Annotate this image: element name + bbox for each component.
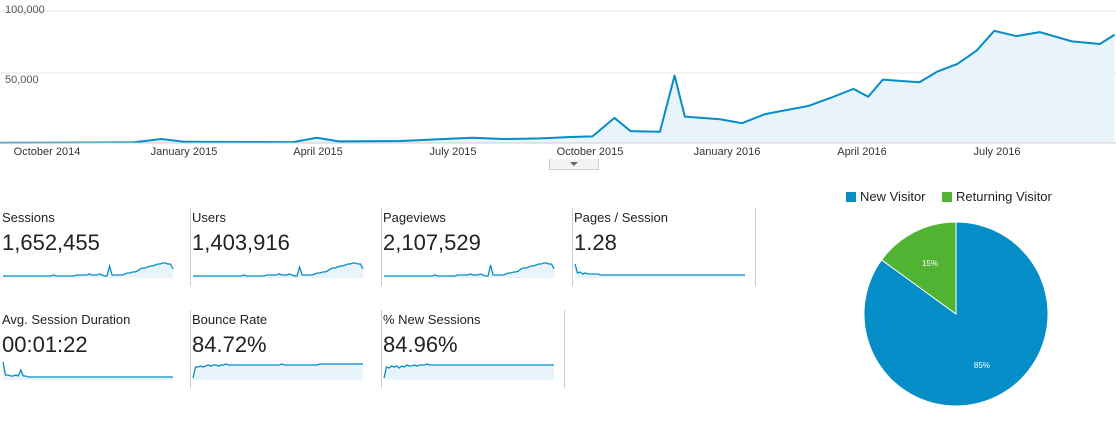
metric-value: 2,107,529 (383, 230, 481, 255)
metric-avg-session-duration[interactable]: Avg. Session Duration 00:01:22 (0, 310, 180, 394)
legend-label: New Visitor (860, 189, 926, 204)
divider (564, 310, 565, 388)
legend-returning-visitor[interactable]: Returning Visitor (942, 189, 1052, 204)
visitor-type-pie-chart: 85% 15% (863, 221, 1049, 407)
sessions-area-fill (0, 30, 1115, 143)
metric-value: 84.96% (383, 332, 458, 357)
sparkline-fill (3, 362, 173, 380)
sparkline-fill (384, 364, 554, 380)
metric-label: Pages / Session (574, 210, 668, 225)
sparkline-fill (193, 364, 363, 380)
x-axis-label: April 2016 (837, 146, 887, 158)
metric-sessions[interactable]: Sessions 1,652,455 (0, 208, 180, 292)
sparkline (193, 262, 364, 278)
metric-pages-per-session[interactable]: Pages / Session 1.28 (572, 208, 756, 292)
sessions-overview-chart (0, 10, 1116, 144)
sparkline (3, 262, 174, 278)
sparkline (574, 263, 745, 278)
divider (381, 310, 382, 388)
sparkline (384, 262, 555, 278)
sparkline-line (2, 361, 173, 378)
metric-label: Users (192, 210, 226, 225)
divider (572, 208, 573, 286)
x-axis-label: October 2014 (13, 146, 81, 158)
metric-label: % New Sessions (383, 312, 481, 327)
x-axis-label: July 2015 (429, 146, 477, 158)
metric-label: Bounce Rate (192, 312, 268, 327)
metric-value: 84.72% (192, 332, 267, 357)
sparkline (383, 363, 554, 380)
x-axis-label: July 2016 (973, 146, 1021, 158)
divider (381, 208, 382, 286)
sparkline-line (3, 262, 174, 277)
sparkline-line (193, 262, 364, 277)
metric-users[interactable]: Users 1,403,916 (190, 208, 370, 292)
pie-slice-label: 85% (974, 361, 990, 370)
metric-value: 1,403,916 (192, 230, 290, 255)
x-axis-label: April 2015 (293, 146, 343, 158)
metric-value: 00:01:22 (2, 332, 88, 357)
expand-chart-toggle[interactable] (549, 159, 599, 170)
metric-new-sessions[interactable]: % New Sessions 84.96% (381, 310, 565, 394)
legend-swatch-returning (942, 192, 952, 202)
legend-swatch-new (846, 192, 856, 202)
x-axis-label: October 2015 (556, 146, 624, 158)
sparkline-line (384, 262, 555, 277)
x-axis-label: January 2016 (693, 146, 761, 158)
sparkline-fill (575, 264, 745, 278)
metric-label: Sessions (2, 210, 55, 225)
x-axis-label: January 2015 (150, 146, 218, 158)
metric-value: 1.28 (574, 230, 617, 255)
metric-pageviews[interactable]: Pageviews 2,107,529 (381, 208, 561, 292)
sparkline (2, 361, 173, 380)
metric-label: Avg. Session Duration (2, 312, 131, 327)
metric-value: 1,652,455 (2, 230, 100, 255)
y-axis-label-100k: 100,000 (5, 4, 45, 16)
pie-slice-returning-visitor[interactable] (880, 221, 957, 315)
pie-slice-label: 15% (922, 259, 938, 268)
divider (755, 208, 756, 286)
sparkline-fill (384, 263, 554, 278)
divider (190, 310, 191, 388)
sparkline-line (574, 263, 745, 276)
sparkline-fill (193, 263, 363, 278)
metric-label: Pageviews (383, 210, 446, 225)
chevron-down-icon (570, 162, 578, 166)
sparkline-fill (3, 263, 173, 278)
sessions-line (0, 29, 1116, 144)
legend-label: Returning Visitor (956, 189, 1052, 204)
sparkline (192, 363, 363, 380)
divider (190, 208, 191, 286)
legend-new-visitor[interactable]: New Visitor (846, 189, 926, 204)
y-axis-label-50k: 50,000 (5, 74, 39, 86)
metric-bounce-rate[interactable]: Bounce Rate 84.72% (190, 310, 370, 394)
sparkline-line (192, 363, 363, 379)
sparkline-line (383, 363, 554, 379)
